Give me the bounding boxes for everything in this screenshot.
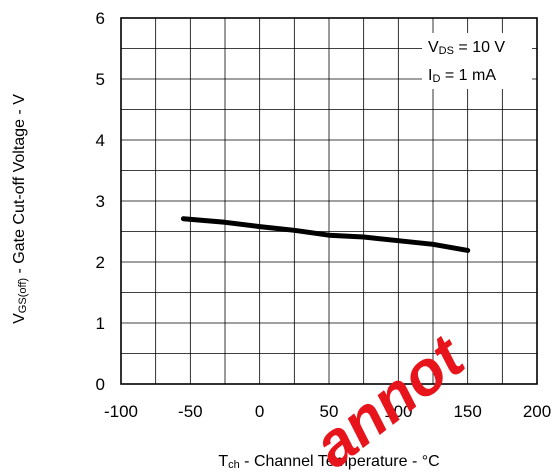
y-tick-label: 5 xyxy=(96,70,105,89)
x-tick-label: 100 xyxy=(384,402,412,421)
data-point xyxy=(222,220,228,225)
x-axis-label-main: T xyxy=(218,453,228,470)
data-point xyxy=(326,232,332,238)
y-tick-label: 4 xyxy=(96,131,105,150)
x-tick-label: 50 xyxy=(320,402,339,421)
watermark: annot xyxy=(301,321,478,472)
data-point xyxy=(361,234,366,240)
annotation-group: VDS = 10 V ID = 1 mA xyxy=(428,39,505,85)
x-tick-labels: -100 -50 0 50 100 150 200 xyxy=(104,402,551,421)
data-point xyxy=(181,216,186,221)
annotation-background xyxy=(422,33,532,89)
x-axis-label: Tch - Channel Temperature - °C xyxy=(218,453,439,471)
y-tick-label: 2 xyxy=(96,253,105,272)
y-tick-labels: 0 1 2 3 4 5 6 xyxy=(96,9,105,394)
data-point xyxy=(396,238,401,243)
y-axis-label-sub: GS(off) xyxy=(17,278,29,313)
y-tick-label: 6 xyxy=(96,9,105,28)
x-axis-label-rest: - Channel Temperature - °C xyxy=(240,453,440,470)
data-point xyxy=(257,224,262,229)
y-tick-label: 3 xyxy=(96,192,105,211)
x-tick-label: 0 xyxy=(255,402,264,421)
y-axis-label-rest: - Gate Cut-off Voltage - V xyxy=(11,94,28,278)
annotation: ID = 1 mA xyxy=(428,67,496,85)
y-tick-label: 1 xyxy=(96,314,105,333)
y-axis-label: VGS(off) - Gate Cut-off Voltage - V xyxy=(11,94,29,324)
x-tick-label: -50 xyxy=(178,402,203,421)
data-point xyxy=(292,227,297,233)
annotation: VDS = 10 V xyxy=(428,39,505,57)
y-tick-label: 0 xyxy=(96,375,105,394)
data-point xyxy=(465,248,470,253)
x-tick-label: -100 xyxy=(104,402,138,421)
x-tick-label: 150 xyxy=(453,402,481,421)
data-point xyxy=(430,242,436,247)
x-tick-label: 200 xyxy=(523,402,551,421)
y-axis-label-main: V xyxy=(11,313,28,324)
x-axis-label-sub: ch xyxy=(228,459,240,471)
series-group xyxy=(180,216,471,253)
plot-frame xyxy=(120,17,538,385)
